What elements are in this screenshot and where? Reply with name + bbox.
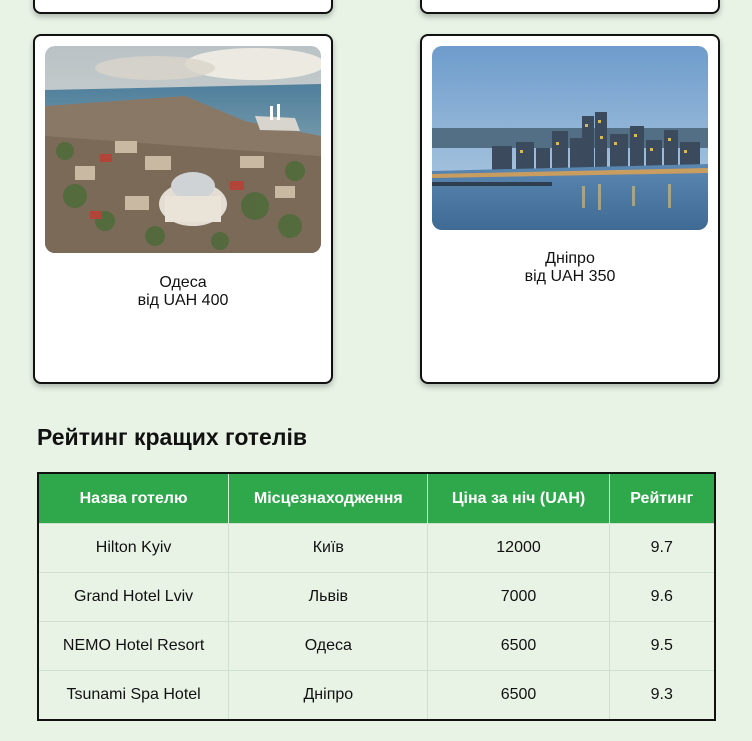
hotel-name: Tsunami Spa Hotel <box>38 671 229 721</box>
hotel-location: Львів <box>229 573 428 622</box>
hotel-location: Одеса <box>229 622 428 671</box>
destination-city: Дніпро <box>422 250 718 268</box>
hotel-ranking-table: Назва готелю Місцезнаходження Ціна за ні… <box>37 472 716 721</box>
hotel-rating: 9.3 <box>609 671 715 721</box>
column-header-name: Назва готелю <box>38 473 229 524</box>
column-header-price: Ціна за ніч (UAH) <box>428 473 609 524</box>
destination-card-partial-right[interactable] <box>420 0 720 14</box>
table-row: Tsunami Spa Hotel Дніпро 6500 9.3 <box>38 671 715 721</box>
hotel-name: NEMO Hotel Resort <box>38 622 229 671</box>
destination-card-odesa[interactable]: Одеса від UAH 400 <box>33 34 333 384</box>
hotel-location: Дніпро <box>229 671 428 721</box>
table-row: Grand Hotel Lviv Львів 7000 9.6 <box>38 573 715 622</box>
hotel-rating: 9.5 <box>609 622 715 671</box>
hotel-price: 6500 <box>428 671 609 721</box>
column-header-rating: Рейтинг <box>609 473 715 524</box>
destination-card-partial-left[interactable] <box>33 0 333 14</box>
hotel-rating: 9.7 <box>609 524 715 573</box>
odesa-caption: Одеса від UAH 400 <box>35 274 331 310</box>
table-row: NEMO Hotel Resort Одеса 6500 9.5 <box>38 622 715 671</box>
odesa-photo <box>45 46 321 253</box>
dnipro-photo <box>432 46 708 230</box>
hotel-price: 12000 <box>428 524 609 573</box>
column-header-location: Місцезнаходження <box>229 473 428 524</box>
hotel-name: Hilton Kyiv <box>38 524 229 573</box>
table-header-row: Назва готелю Місцезнаходження Ціна за ні… <box>38 473 715 524</box>
hotel-location: Київ <box>229 524 428 573</box>
destination-card-dnipro[interactable]: Дніпро від UAH 350 <box>420 34 720 384</box>
hotel-price: 7000 <box>428 573 609 622</box>
destination-price: від UAH 400 <box>35 292 331 310</box>
destination-price: від UAH 350 <box>422 268 718 286</box>
hotel-name: Grand Hotel Lviv <box>38 573 229 622</box>
dnipro-caption: Дніпро від UAH 350 <box>422 250 718 286</box>
destination-city: Одеса <box>35 274 331 292</box>
section-title: Рейтинг кращих готелів <box>37 424 307 451</box>
hotel-price: 6500 <box>428 622 609 671</box>
hotel-rating: 9.6 <box>609 573 715 622</box>
table-row: Hilton Kyiv Київ 12000 9.7 <box>38 524 715 573</box>
